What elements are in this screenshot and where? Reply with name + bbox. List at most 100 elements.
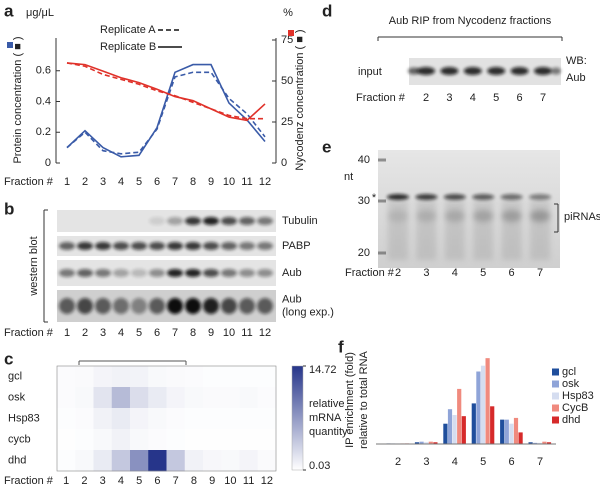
bar [471, 403, 476, 444]
bar [537, 442, 542, 444]
ladder-band [378, 251, 386, 255]
x-tick-label: 3 [100, 176, 106, 188]
blot-band [59, 242, 75, 250]
lane-label: 5 [480, 267, 486, 279]
panel-label: e [322, 137, 331, 156]
heat-cell [75, 408, 94, 430]
blot-band [167, 269, 183, 277]
colorbar-tick-label: 14.72 [309, 364, 337, 376]
blot-band [113, 269, 129, 277]
panel-label: f [338, 337, 344, 356]
blot-band [185, 269, 201, 277]
heat-cell [221, 450, 240, 472]
blot-band [239, 242, 255, 250]
blot-band [239, 269, 255, 277]
legend-label: dhd [562, 414, 580, 426]
blot-strip [57, 236, 276, 256]
x-tick-label: 7 [172, 176, 178, 188]
heat-cell [57, 450, 76, 472]
legend-label: Replicate A [100, 24, 156, 36]
blot-band [203, 217, 219, 225]
blot-band [257, 269, 273, 277]
heat-cell [239, 387, 259, 409]
lane-label: 1 [64, 327, 70, 339]
blot-band [551, 67, 561, 75]
x-tick-label: 6 [509, 456, 515, 468]
gel-smear [388, 200, 408, 260]
panel-label: c [4, 349, 13, 368]
data-line [66, 71, 266, 155]
blot-band [257, 217, 273, 225]
heat-cell [203, 366, 222, 388]
legend-swatch [552, 404, 559, 412]
heat-cell [130, 387, 149, 409]
pirna-band [388, 210, 408, 222]
gel-band [529, 194, 551, 200]
bar [414, 442, 420, 444]
legend-swatch [552, 392, 559, 400]
heat-cell [148, 408, 167, 430]
x-tick-label: 6 [154, 176, 160, 188]
band-label-line: (long exp.) [282, 306, 334, 318]
gel-smear [530, 200, 550, 260]
blot-strip [57, 210, 276, 232]
row-label: osk [8, 391, 26, 403]
blot-band [487, 67, 506, 75]
x-tick-label: 9 [208, 176, 214, 188]
band-label: Aub [282, 267, 302, 279]
y2-tick-label: 50 [281, 75, 293, 87]
band-label: Tubulin [282, 215, 318, 227]
x-axis-label: Fraction # [345, 267, 395, 279]
heat-cell [93, 450, 113, 472]
heat-cell [111, 387, 131, 409]
bar [424, 442, 429, 444]
ladder-band [378, 158, 386, 162]
antibody-label: WB: [566, 55, 587, 67]
y2-unit: % [283, 7, 293, 19]
colorbar [291, 365, 304, 471]
blot-band [203, 242, 219, 250]
heat-cell [203, 387, 222, 409]
heat-cell [148, 366, 167, 388]
bar [485, 358, 490, 444]
x-axis-label: Fraction # [4, 176, 54, 188]
colorbar-label: quantity [309, 426, 348, 438]
legend-swatch [552, 416, 559, 424]
lane-label: 4 [452, 267, 458, 279]
x-axis-label: Fraction # [4, 327, 54, 339]
y-legend-square [7, 42, 13, 48]
bar [518, 432, 523, 444]
band-label-line: Aub [282, 267, 302, 279]
size-marker: 40 [358, 154, 370, 166]
heat-cell [148, 387, 167, 409]
heat-cell [148, 450, 167, 472]
y-tick-label: 0.6 [36, 65, 51, 77]
colorbar-label: relative [309, 398, 344, 410]
y2-tick-label: 25 [281, 116, 293, 128]
x-tick-label: 7 [173, 475, 179, 487]
data-line [66, 62, 266, 122]
blot-band [440, 67, 459, 75]
x-axis-label: Fraction # [4, 475, 54, 487]
heat-cell [184, 429, 204, 451]
x-tick-label: 1 [63, 475, 69, 487]
heat-cell [203, 450, 222, 472]
heat-cell [184, 450, 204, 472]
heat-cell [130, 366, 149, 388]
heat-cell [257, 408, 277, 430]
bar [528, 442, 533, 444]
legend-swatch [552, 380, 559, 388]
heat-cell [239, 366, 259, 388]
blot-band [257, 242, 273, 250]
lane-label: 5 [493, 92, 499, 104]
heat-cell [75, 366, 94, 388]
heat-cell [257, 429, 277, 451]
x-tick-label: 2 [395, 456, 401, 468]
side-label: western blot [28, 236, 40, 296]
legend-swatch [552, 368, 559, 376]
panel-label: a [4, 1, 14, 20]
blot-band [95, 269, 111, 277]
heat-cell [75, 387, 94, 409]
heat-cell [111, 450, 131, 472]
y-axis-label: IP enrichment (fold) [344, 352, 356, 448]
